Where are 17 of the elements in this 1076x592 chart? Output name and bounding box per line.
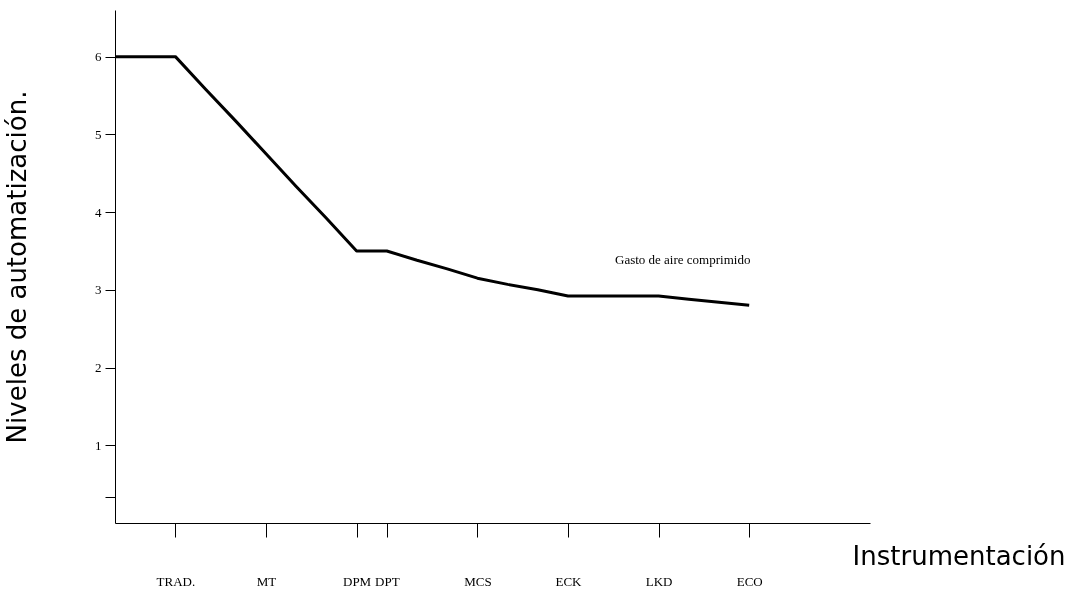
x-tick-label: TRAD. [156,573,196,589]
y-tick-label: 6 [95,49,102,65]
y-tick-label: 2 [95,360,102,376]
y-tick-label: 4 [95,204,102,220]
annotation: Gasto de aire comprimido [615,252,751,267]
x-tick-label: MCS [464,573,492,589]
x-axis-title: Instrumentación [852,540,1066,571]
y-axis-title: Niveles de automatización. [1,90,32,444]
y-tick-label: 5 [95,126,102,142]
x-tick-label: MT [256,573,277,589]
x-tick-label: DPM [343,573,372,589]
x-tick-label: ECO [736,573,763,589]
x-tick-label: DPT [375,573,400,589]
x-tick-label: LKD [645,573,673,589]
x-tick-label: ECK [555,573,583,589]
y-tick-label: 3 [95,282,102,298]
y-tick-label: 1 [95,437,102,453]
